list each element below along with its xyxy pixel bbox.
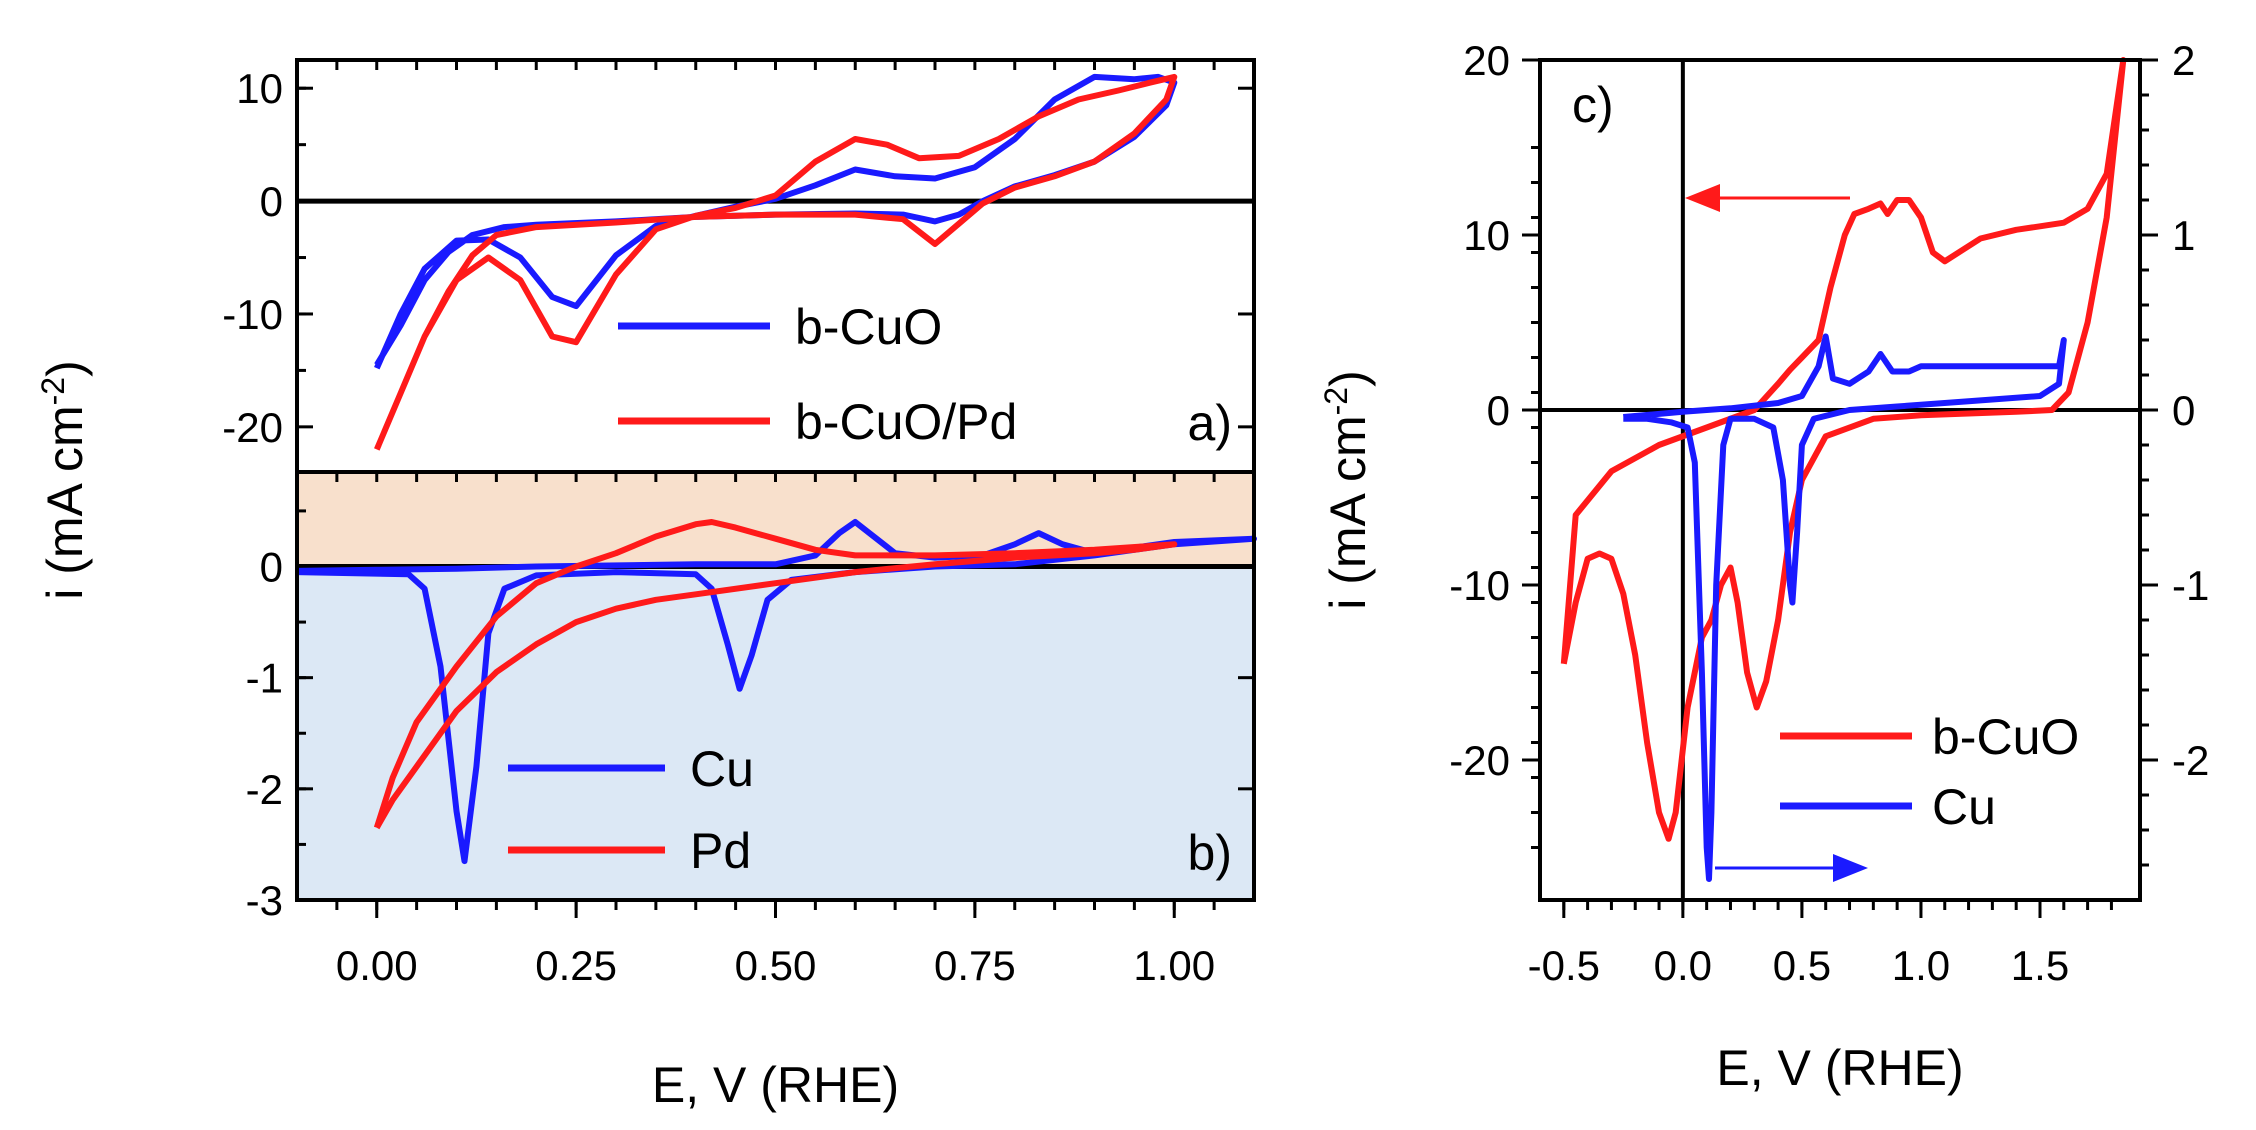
legend-a: b-CuO b-CuO/Pd	[618, 299, 1017, 450]
x-axis-title-ab: E, V (RHE)	[652, 1057, 899, 1113]
y-tick-label: -1	[246, 655, 283, 702]
y-tick-label: 0	[260, 178, 283, 225]
x-tick-label: 0.50	[735, 942, 817, 989]
panel-c-frame	[1538, 58, 2142, 902]
series-line-Cu	[296, 519, 1257, 865]
negative-region	[297, 566, 1254, 900]
y-tick-label: 0	[260, 543, 283, 590]
panel-label-b: b)	[1188, 825, 1232, 881]
y-tick-label: -10	[1449, 562, 1510, 609]
y-tick-label: 10	[1463, 212, 1510, 259]
y2-tick-label: 1	[2172, 212, 2195, 259]
y-tick-label: 10	[236, 65, 283, 112]
legend-label: Cu	[1932, 779, 1996, 835]
x-tick-label: -0.5	[1528, 942, 1600, 989]
right-axis-arrowhead	[1833, 854, 1868, 882]
y-axis-title-c: i (mA cm-2)	[1318, 370, 1376, 610]
series-line-b-CuO	[1560, 57, 2127, 842]
legend-b: Cu Pd	[508, 741, 754, 879]
x-tick-label: 0.5	[1773, 942, 1831, 989]
panel-a-plot-area	[297, 60, 1254, 472]
legend-label: b-CuO	[1932, 709, 2079, 765]
y2-tick-label: 0	[2172, 387, 2195, 434]
y-tick-label: 0	[1487, 387, 1510, 434]
legend-label: Pd	[690, 823, 751, 879]
panel-a: 10 0 -10 -20 b-CuO b-CuO/Pd a)	[222, 58, 1256, 474]
series-line-Pd	[373, 519, 1178, 830]
y-axis-title-ab: i (mA cm-2)	[35, 360, 93, 600]
x-axis-title-c: E, V (RHE)	[1716, 1040, 1963, 1096]
panel-b-frame	[295, 470, 1256, 902]
y-tick-label: -20	[222, 404, 283, 451]
panel-c-plot-area	[1540, 60, 2140, 900]
y2-tick-label: -1	[2172, 562, 2209, 609]
x-tick-label: 0.0	[1654, 942, 1712, 989]
x-tick-label: 0.25	[535, 942, 617, 989]
series-line-Cu	[1623, 333, 2067, 882]
x-tick-label: 1.5	[2011, 942, 2069, 989]
y-tick-label: -20	[1449, 737, 1510, 784]
x-tick-label: 1.00	[1133, 942, 1215, 989]
panel-label-c: c)	[1572, 77, 1614, 133]
x-tick-label: 1.0	[1892, 942, 1950, 989]
y-tick-label: 20	[1463, 37, 1510, 84]
legend-c: b-CuO Cu	[1780, 709, 2079, 835]
legend-label: b-CuO/Pd	[795, 394, 1017, 450]
y-tick-label: -2	[246, 766, 283, 813]
series-line-b-CuO/Pd	[374, 73, 1178, 451]
left-axis-arrowhead	[1685, 184, 1720, 212]
x-tick-label: 0.75	[934, 942, 1016, 989]
x-tick-label: 0.00	[336, 942, 418, 989]
panel-b: 0 -1 -2 -3 0.00 0.25 0.50 0.75 1.00 Cu Pd b) E, V (R…	[246, 470, 1257, 1113]
legend-label: Cu	[690, 741, 754, 797]
legend-label: b-CuO	[795, 299, 942, 355]
y-tick-label: -10	[222, 291, 283, 338]
y2-tick-label: -2	[2172, 737, 2209, 784]
panel-label-a: a)	[1188, 395, 1232, 451]
y-tick-label: -3	[246, 877, 283, 924]
y2-tick-label: 2	[2172, 37, 2195, 84]
